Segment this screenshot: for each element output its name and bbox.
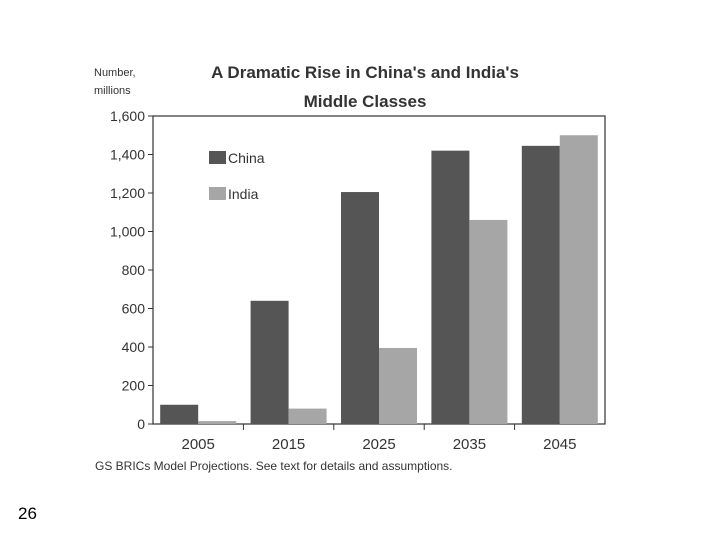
y-tick-label: 400 — [122, 339, 146, 355]
x-tick-label: 2045 — [543, 436, 576, 453]
y-tick-label: 600 — [122, 301, 146, 317]
bar-india-2005 — [198, 421, 237, 424]
bar-china-2045 — [521, 145, 560, 424]
bars — [160, 135, 598, 424]
bar-india-2045 — [559, 135, 598, 424]
y-axis-label-line-1: Number, — [94, 67, 136, 79]
bar-china-2015 — [250, 300, 289, 424]
y-tick-label: 1,600 — [110, 108, 145, 124]
y-axis-label-line-2: millions — [94, 85, 131, 97]
slide-number: 26 — [18, 504, 37, 523]
legend: China India — [209, 150, 265, 202]
bar-china-2025 — [341, 192, 379, 424]
y-axis-ticks: 0 200 400 600 800 1,000 1,200 1,400 1,600 — [110, 108, 153, 432]
x-axis-ticks: 2005 2015 2025 2035 2045 — [182, 424, 576, 453]
bar-india-2025 — [379, 347, 417, 424]
bar-china-2005 — [160, 404, 199, 424]
x-tick-label: 2025 — [362, 436, 395, 453]
source-note: GS BRICs Model Projections. See text for… — [95, 459, 453, 473]
y-tick-label: 800 — [122, 262, 146, 278]
x-tick-label: 2015 — [272, 436, 305, 453]
bar-india-2015 — [288, 408, 327, 424]
y-tick-label: 1,000 — [110, 224, 145, 240]
y-tick-label: 200 — [122, 378, 146, 394]
legend-label-india: India — [228, 186, 259, 202]
y-tick-label: 1,400 — [110, 147, 145, 163]
legend-swatch-india — [209, 187, 226, 200]
y-tick-label: 1,200 — [110, 185, 145, 201]
bar-india-2035 — [469, 219, 508, 424]
y-tick-label: 0 — [137, 416, 145, 432]
legend-swatch-china — [209, 151, 226, 164]
chart-title-line-1: A Dramatic Rise in China's and India's — [211, 63, 519, 82]
x-tick-label: 2035 — [453, 436, 486, 453]
legend-label-china: China — [228, 150, 265, 166]
x-tick-label: 2005 — [182, 436, 215, 453]
bar-china-2035 — [431, 150, 470, 424]
chart-title-line-2: Middle Classes — [304, 92, 427, 111]
